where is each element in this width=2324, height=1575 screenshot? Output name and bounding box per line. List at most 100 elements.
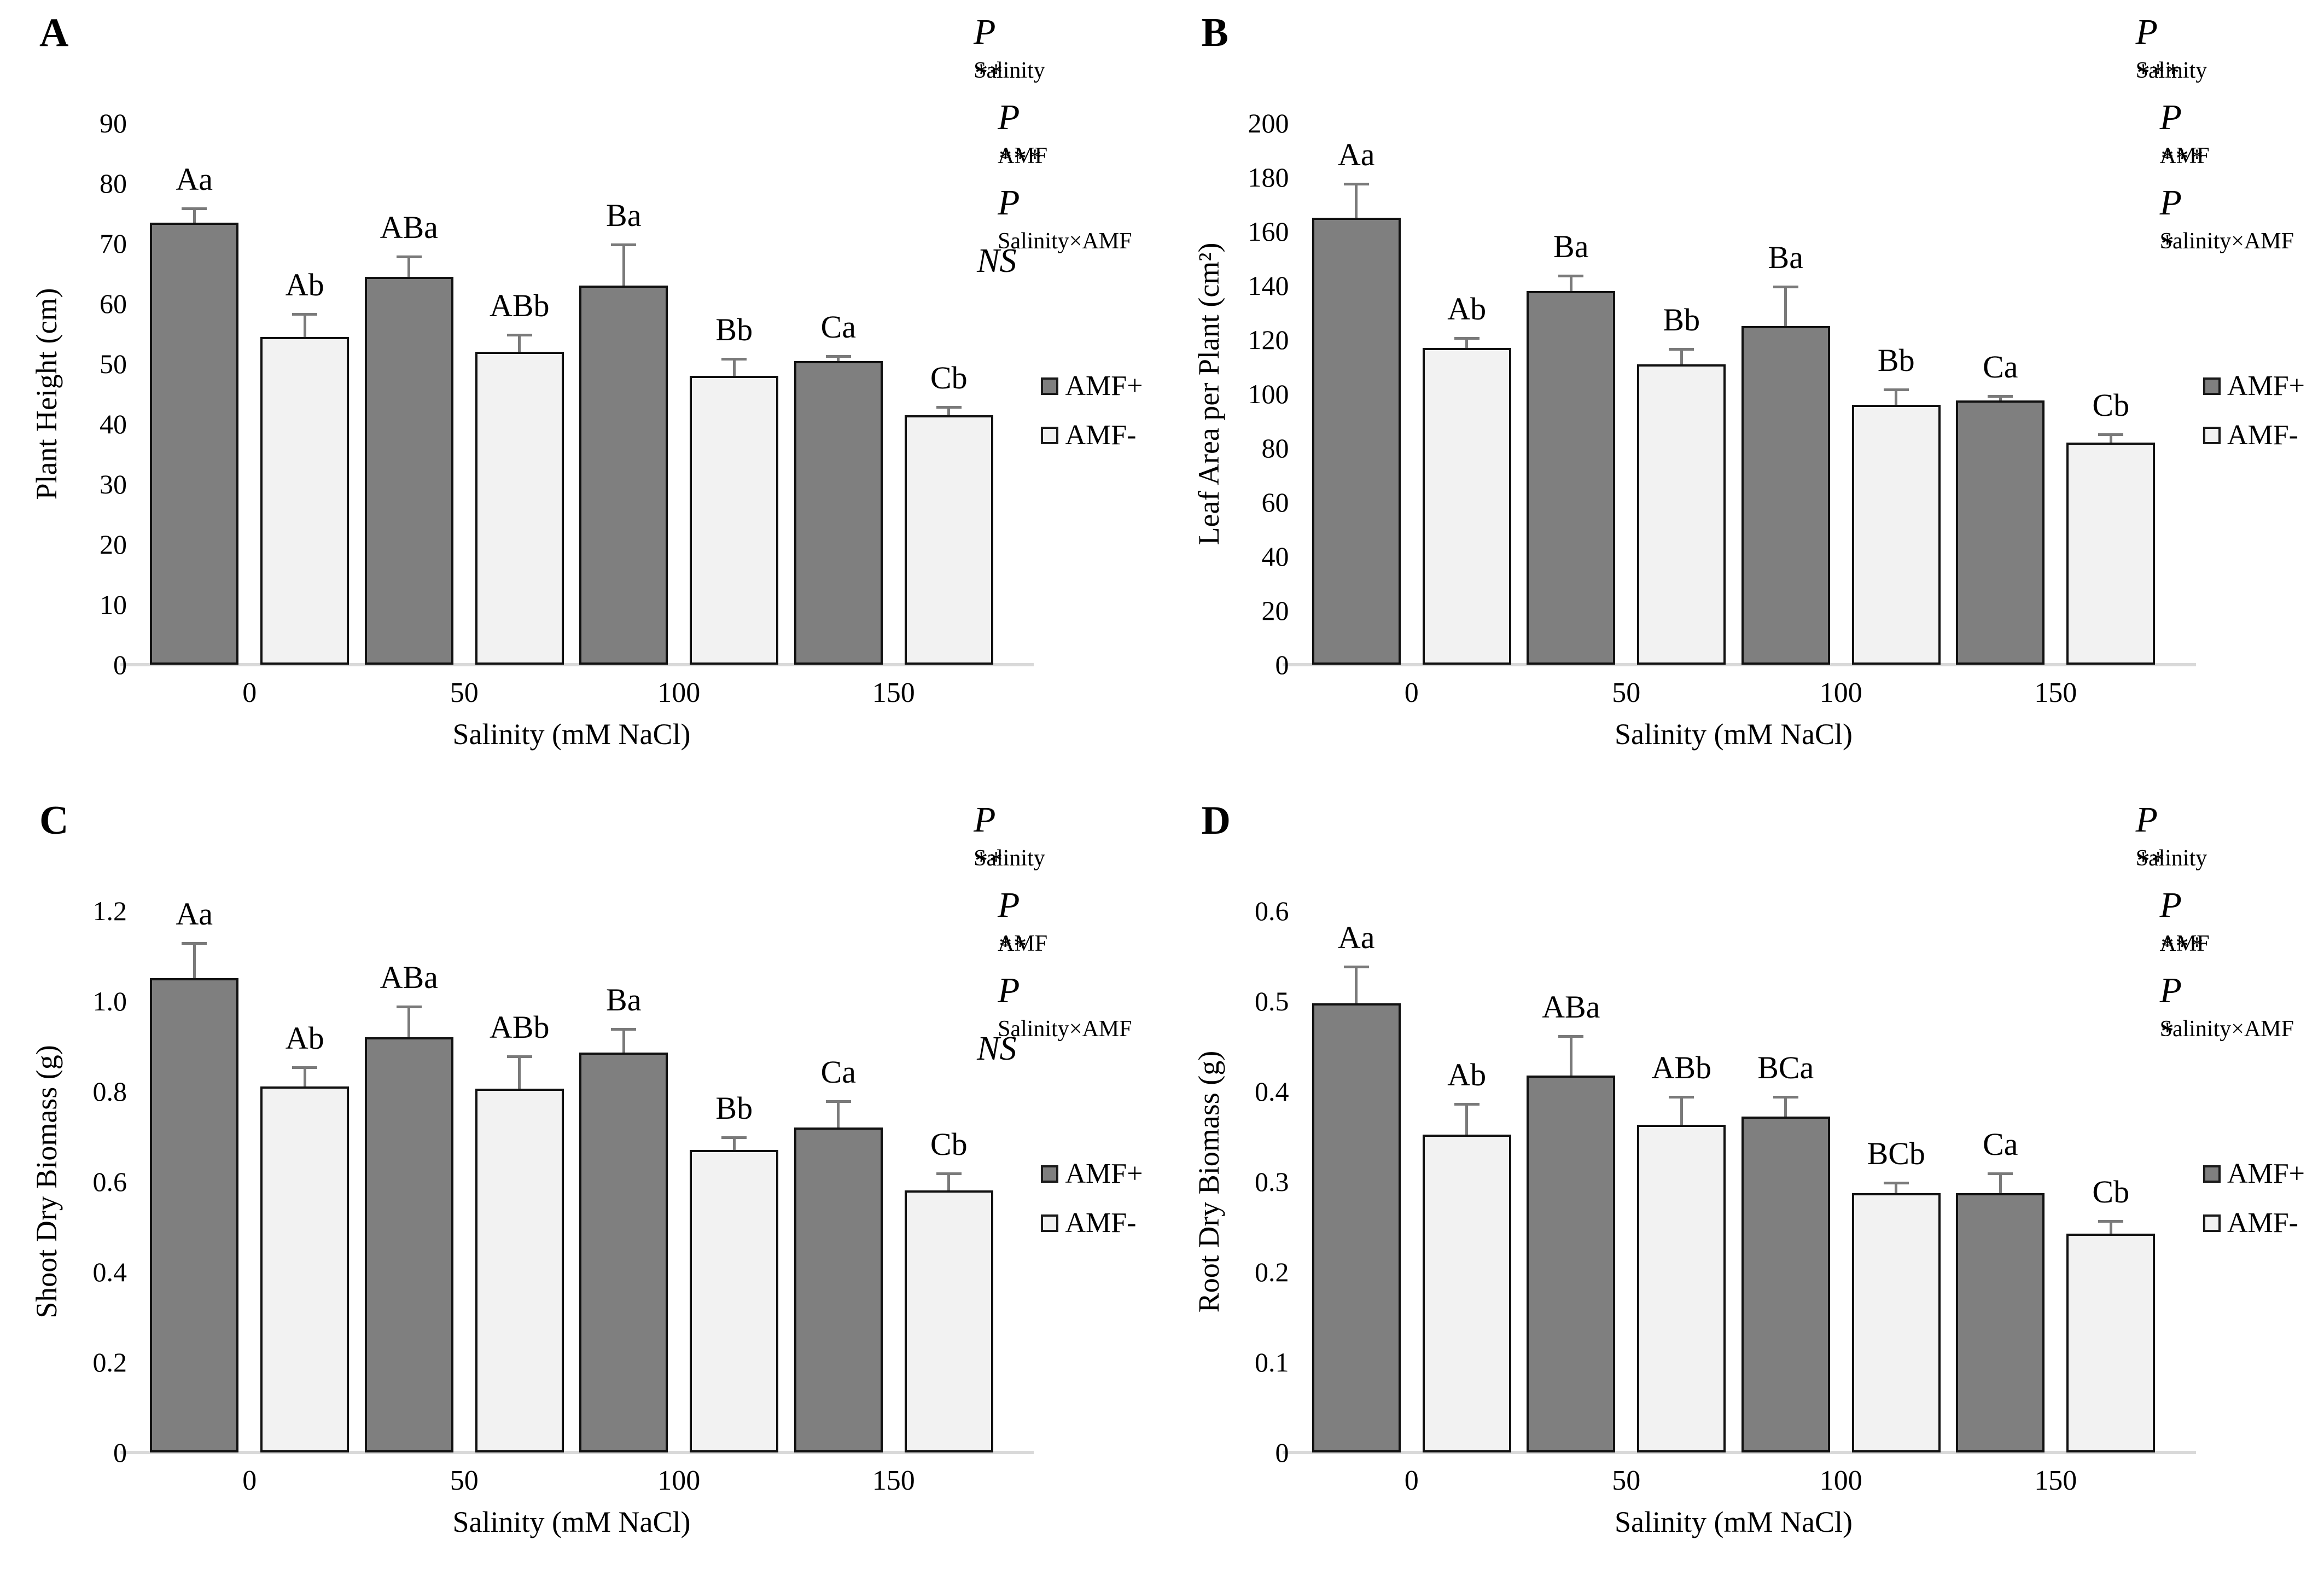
y-axis-label: Plant Height (cm) bbox=[30, 288, 63, 500]
bar-amf-minus bbox=[2066, 1234, 2156, 1452]
error-bar-stem bbox=[2109, 433, 2112, 443]
error-bar-cap bbox=[506, 1055, 532, 1058]
significance-letter: Bb bbox=[1877, 342, 1915, 379]
bar-amf-minus bbox=[690, 1149, 779, 1452]
y-tick-label: 50 bbox=[100, 348, 127, 379]
legend-swatch-amf-minus bbox=[1041, 1214, 1059, 1232]
error-bar-cap bbox=[1669, 347, 1694, 351]
not-significant-label: NS bbox=[977, 1030, 1017, 1067]
error-bar-cap bbox=[721, 358, 747, 361]
significance-letter: Ab bbox=[1447, 291, 1487, 327]
significance-stars: *** bbox=[2160, 931, 2205, 961]
y-tick-label: 0.4 bbox=[92, 1256, 127, 1287]
x-axis-baseline bbox=[1282, 1450, 2196, 1454]
p-term: P Salinity ** bbox=[974, 801, 1132, 887]
error-bar-cap bbox=[396, 255, 422, 258]
error-bar-cap bbox=[1988, 395, 2013, 398]
error-bar-stem bbox=[1569, 275, 1572, 291]
panel-letter-c: C bbox=[39, 798, 69, 843]
bar-amf-plus bbox=[1956, 400, 2045, 665]
p-subscript: Salinity×AMF bbox=[2159, 1016, 2294, 1042]
y-tick-label: 1.0 bbox=[92, 985, 127, 1016]
p-symbol: P bbox=[2159, 183, 2182, 223]
bar-amf-minus bbox=[904, 415, 993, 665]
p-term: P AMF *** bbox=[2160, 887, 2294, 973]
significance-letter: ABb bbox=[489, 288, 550, 323]
x-tick-label: 0 bbox=[242, 1464, 257, 1496]
error-bar-stem bbox=[1569, 1035, 1572, 1076]
significance-letter: Ba bbox=[1553, 229, 1589, 265]
panel-letter-d: D bbox=[1201, 798, 1231, 843]
y-tick-label: 60 bbox=[1261, 487, 1289, 518]
p-term: P AMF ** bbox=[998, 887, 1132, 973]
x-tick-label: 0 bbox=[242, 677, 257, 708]
y-tick-label: 40 bbox=[1261, 541, 1289, 572]
p-term: P Salinity×AMF bbox=[998, 970, 1132, 1041]
p-subscript: Salinity bbox=[2135, 58, 2207, 83]
x-tick-label: 150 bbox=[2034, 1464, 2077, 1496]
legend-label: AMF- bbox=[1065, 420, 1137, 451]
p-symbol: P bbox=[2159, 885, 2182, 925]
y-tick-label: 0.1 bbox=[1255, 1346, 1289, 1378]
bar-amf-plus bbox=[364, 1037, 453, 1452]
bar-amf-plus bbox=[150, 222, 239, 665]
panel-c: C P Salinity ** P AMF ** P Salinity×AMF NS Shoot D… bbox=[0, 788, 1162, 1575]
panel-letter-b: B bbox=[1201, 10, 1228, 55]
legend-item-amf-minus: AMF- bbox=[1041, 1208, 1143, 1237]
error-bar-cap bbox=[1669, 1095, 1694, 1099]
p-symbol: P bbox=[998, 183, 1020, 223]
significance-letter: Ab bbox=[285, 1020, 324, 1056]
significance-letter: Bb bbox=[1663, 301, 1700, 338]
x-axis-title: Salinity (mM NaCl) bbox=[452, 1505, 691, 1538]
legend-label: AMF+ bbox=[1065, 1158, 1143, 1189]
significance-letter: Cb bbox=[2092, 1174, 2130, 1210]
significance-letter: Aa bbox=[176, 161, 213, 197]
error-bar-stem bbox=[732, 358, 736, 376]
error-bar-stem bbox=[837, 1100, 840, 1128]
legend-label: AMF+ bbox=[2227, 1158, 2305, 1189]
plot-area: Leaf Area per Plant (cm²) 0 20 40 60 80 100 120… bbox=[1192, 109, 2196, 749]
legend-item-amf-plus: AMF+ bbox=[2203, 1158, 2305, 1189]
significance-letter: BCa bbox=[1757, 1049, 1814, 1085]
error-bar-stem bbox=[622, 1028, 625, 1053]
legend-label: AMF- bbox=[2227, 420, 2298, 451]
p-symbol: P bbox=[2135, 799, 2158, 840]
error-bar-cap bbox=[1773, 1095, 1798, 1099]
significance-letter: Ca bbox=[820, 1054, 856, 1090]
bar-amf-minus bbox=[1637, 1124, 1726, 1452]
y-tick-label: 0.6 bbox=[92, 1166, 127, 1197]
bar-amf-plus bbox=[794, 1127, 883, 1452]
bar-amf-minus bbox=[475, 352, 564, 665]
plot-area: Plant Height (cm) 0 10 20 30 40 50 60 70 80 90 Aa Ab… bbox=[30, 109, 1034, 749]
error-bar-stem bbox=[1680, 347, 1683, 364]
significance-stars: ** bbox=[999, 931, 1029, 961]
significance-letter: ABa bbox=[380, 210, 438, 245]
x-tick-label: 50 bbox=[1612, 677, 1641, 708]
bar-amf-plus bbox=[794, 361, 883, 665]
error-bar-stem bbox=[1465, 1102, 1469, 1135]
p-term: P Salinity×AMF * bbox=[2159, 972, 2294, 1058]
bar-amf-minus bbox=[904, 1190, 993, 1452]
significance-letter: BCb bbox=[1867, 1135, 1925, 1171]
x-tick-label: 100 bbox=[1819, 677, 1862, 708]
p-symbol: P bbox=[998, 970, 1020, 1010]
bar-amf-minus bbox=[2066, 443, 2156, 665]
error-bar-cap bbox=[1454, 1102, 1480, 1106]
significance-stars: ** bbox=[2136, 846, 2166, 875]
significance-stars: *** bbox=[2136, 59, 2181, 88]
error-bar-stem bbox=[2109, 1220, 2112, 1234]
x-tick-label: 100 bbox=[657, 1464, 701, 1496]
significance-letter: Ab bbox=[1447, 1056, 1487, 1092]
error-bar-cap bbox=[2098, 1220, 2124, 1223]
error-bar-stem bbox=[193, 207, 196, 223]
legend-item-amf-minus: AMF- bbox=[2203, 1208, 2305, 1237]
p-term: P Salinity×AMF bbox=[998, 183, 1132, 253]
error-bar-cap bbox=[1558, 275, 1584, 278]
error-bar-stem bbox=[1999, 1172, 2002, 1193]
legend-label: AMF+ bbox=[1065, 370, 1143, 402]
error-bar-cap bbox=[611, 243, 637, 246]
bar-amf-plus bbox=[579, 286, 668, 665]
y-tick-label: 0.2 bbox=[1255, 1256, 1289, 1287]
significance-letter: ABb bbox=[1651, 1049, 1712, 1085]
